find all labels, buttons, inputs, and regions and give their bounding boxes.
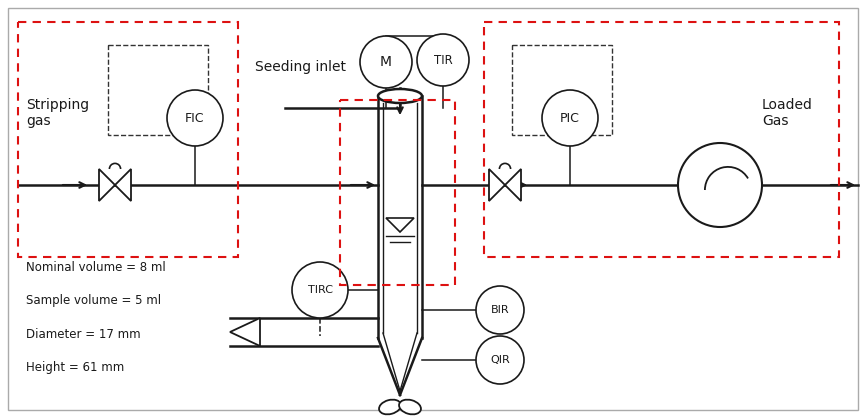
Polygon shape xyxy=(99,169,115,201)
Text: QIR: QIR xyxy=(490,355,510,365)
Text: Loaded
Gas: Loaded Gas xyxy=(762,98,813,128)
Text: TIRC: TIRC xyxy=(307,285,333,295)
Circle shape xyxy=(476,336,524,384)
Ellipse shape xyxy=(379,400,401,414)
Circle shape xyxy=(476,286,524,334)
Text: Stripping
gas: Stripping gas xyxy=(26,98,89,128)
Text: Nominal volume = 8 ml: Nominal volume = 8 ml xyxy=(26,261,165,274)
Circle shape xyxy=(542,90,598,146)
Polygon shape xyxy=(489,169,505,201)
Text: PIC: PIC xyxy=(560,112,580,125)
Circle shape xyxy=(292,262,348,318)
Text: Sample volume = 5 ml: Sample volume = 5 ml xyxy=(26,294,161,308)
Text: FIC: FIC xyxy=(185,112,204,125)
Text: M: M xyxy=(380,55,392,69)
Text: BIR: BIR xyxy=(491,305,509,315)
Ellipse shape xyxy=(378,89,422,103)
Text: Height = 61 mm: Height = 61 mm xyxy=(26,361,124,375)
Polygon shape xyxy=(230,318,260,346)
Ellipse shape xyxy=(399,400,421,414)
Text: TIR: TIR xyxy=(434,54,452,66)
Circle shape xyxy=(360,36,412,88)
Circle shape xyxy=(417,34,469,86)
Polygon shape xyxy=(115,169,131,201)
Circle shape xyxy=(678,143,762,227)
Polygon shape xyxy=(505,169,521,201)
Text: Seeding inlet: Seeding inlet xyxy=(255,60,346,74)
Text: Diameter = 17 mm: Diameter = 17 mm xyxy=(26,328,140,341)
Circle shape xyxy=(167,90,223,146)
